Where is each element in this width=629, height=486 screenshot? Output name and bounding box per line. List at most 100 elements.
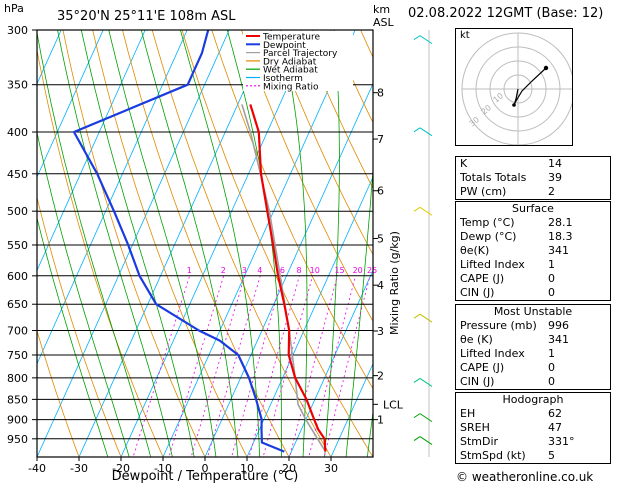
table-row: CAPE (J) 0 bbox=[460, 272, 555, 285]
table-row: Lifted Index 1 bbox=[460, 347, 555, 360]
copyright: © weatheronline.co.uk bbox=[456, 470, 594, 484]
km-tick-label: 5 bbox=[377, 232, 384, 245]
pressure-tick-label: 500 bbox=[7, 205, 28, 218]
dry-adiabat-line bbox=[270, 30, 373, 256]
most-unstable-title: Most Unstable bbox=[493, 305, 573, 318]
wind-barb-flag bbox=[413, 127, 421, 133]
wind-barbs bbox=[413, 30, 433, 457]
wet-adiabat-line bbox=[37, 216, 109, 457]
dry-adiabat-line bbox=[181, 30, 373, 457]
hodograph-table: Hodograph EH 62 SREH 47 StmDir 331° StmSpd … bbox=[455, 392, 611, 464]
most-unstable-table: Most Unstable Pressure (mb) 996 θe (K) 341… bbox=[455, 304, 611, 390]
hodograph-unit: kt bbox=[460, 30, 470, 41]
pressure-tick-label: 850 bbox=[7, 393, 28, 406]
mixing-ratio-line bbox=[323, 275, 371, 457]
legend-item-label: Dewpoint bbox=[263, 41, 306, 51]
dry-adiabat-line bbox=[151, 30, 332, 457]
km-tick-label: 6 bbox=[377, 185, 384, 198]
isotherm-line bbox=[288, 269, 373, 457]
table-row: PW (cm) 2 bbox=[460, 185, 555, 198]
ring-label-20: 20 bbox=[480, 103, 494, 116]
wind-barb-flag bbox=[413, 206, 421, 212]
wet-adiabat-line bbox=[280, 30, 308, 457]
legend-item-label: Temperature bbox=[262, 33, 320, 43]
height-unit-asl: ASL bbox=[373, 16, 395, 29]
km-tick-label: 8 bbox=[377, 87, 384, 100]
pressure-tick-label: 700 bbox=[7, 325, 28, 338]
wind-barb bbox=[419, 313, 433, 323]
legend-item-label: Isotherm bbox=[263, 74, 303, 84]
dewpoint-profile bbox=[72, 30, 285, 453]
wind-barb bbox=[419, 35, 433, 45]
indices-table: K 14 Totals Totals 39 PW (cm) 2 bbox=[455, 156, 611, 200]
hodograph-panel: kt 10 20 30 bbox=[455, 28, 575, 146]
pressure-tick-label: 400 bbox=[7, 126, 28, 139]
wind-barb-flag bbox=[413, 35, 421, 41]
table-row: CAPE (J) 0 bbox=[460, 361, 555, 374]
pressure-tick-label: 800 bbox=[7, 372, 28, 385]
isotherm-line bbox=[162, 30, 356, 457]
height-unit-km: km bbox=[373, 3, 390, 16]
isotherm-line bbox=[37, 30, 188, 365]
pressure-tick-label: 450 bbox=[7, 168, 28, 181]
dry-adiabat-line bbox=[241, 30, 373, 323]
wet-adiabat-line bbox=[37, 130, 130, 457]
dry-adiabat-line bbox=[37, 48, 164, 457]
isotherm-line bbox=[37, 30, 230, 457]
pressure-unit: hPa bbox=[4, 2, 24, 15]
wind-barb bbox=[419, 378, 433, 387]
km-tick-label: 3 bbox=[377, 325, 384, 338]
legend-item-label: Wet Adiabat bbox=[263, 66, 318, 76]
surface-title: Surface bbox=[512, 202, 554, 215]
wet-adiabat-line bbox=[80, 30, 195, 457]
plot-area bbox=[37, 30, 373, 457]
wet-adiabat-line bbox=[226, 30, 282, 457]
hodograph-trace bbox=[513, 67, 547, 106]
dry-adiabat-line bbox=[122, 30, 290, 457]
lcl-label: LCL bbox=[383, 398, 404, 411]
mixing-ratio-label: 4 bbox=[257, 266, 262, 275]
dry-adiabat-line bbox=[92, 30, 248, 457]
dry-adiabat-line bbox=[37, 329, 80, 457]
legend-item-label: Parcel Trajectory bbox=[263, 49, 338, 59]
mixing-ratio-label: 1 bbox=[187, 266, 192, 275]
temperature-tick-label: 20 bbox=[282, 462, 296, 475]
wind-barb bbox=[419, 206, 433, 216]
isotherm-line bbox=[120, 30, 314, 457]
hodograph-endpoint bbox=[543, 65, 549, 71]
table-row: Pressure (mb) 996 bbox=[460, 319, 569, 332]
wind-barb-flag bbox=[413, 436, 421, 441]
wind-barb-flag bbox=[413, 413, 421, 419]
temperature-tick-label: -30 bbox=[70, 462, 88, 475]
pressure-tick-label: 550 bbox=[7, 239, 28, 252]
wet-adiabat-line bbox=[179, 30, 261, 457]
table-row: CIN (J) 0 bbox=[460, 375, 555, 388]
mixing-ratio-label: 8 bbox=[296, 266, 301, 275]
isotherm-line bbox=[37, 30, 104, 179]
table-row: θe(K) 341 bbox=[460, 244, 569, 257]
table-row: Dewp (°C) 18.3 bbox=[460, 230, 573, 243]
pressure-tick-label: 900 bbox=[7, 414, 28, 427]
mixing-ratio-label: 20 bbox=[353, 266, 363, 275]
dry-adiabat-line bbox=[37, 195, 122, 457]
wet-adiabat-line bbox=[108, 30, 217, 457]
dry-adiabat-line bbox=[300, 30, 373, 190]
wet-adiabat-line bbox=[324, 30, 340, 457]
pressure-tick-label: 300 bbox=[7, 24, 28, 37]
isotherm-line bbox=[246, 176, 373, 457]
table-row: Temp (°C) 28.1 bbox=[460, 216, 573, 229]
mixing-ratio-line bbox=[168, 275, 225, 457]
isotherm-line bbox=[330, 362, 373, 457]
table-row: Totals Totals 39 bbox=[460, 171, 562, 184]
x-axis-label: Dewpoint / Temperature (°C) bbox=[112, 469, 299, 484]
table-row: K 14 bbox=[460, 157, 562, 170]
wind-barb-flag bbox=[413, 313, 421, 319]
temperature-profile bbox=[249, 104, 327, 452]
wet-adiabat-line bbox=[57, 30, 173, 457]
pressure-tick-label: 950 bbox=[7, 433, 28, 446]
temperature-tick-label: -20 bbox=[112, 462, 130, 475]
wet-adiabat-line bbox=[140, 30, 239, 457]
isotherm-line bbox=[37, 30, 146, 272]
mixing-ratio-line bbox=[308, 275, 356, 457]
